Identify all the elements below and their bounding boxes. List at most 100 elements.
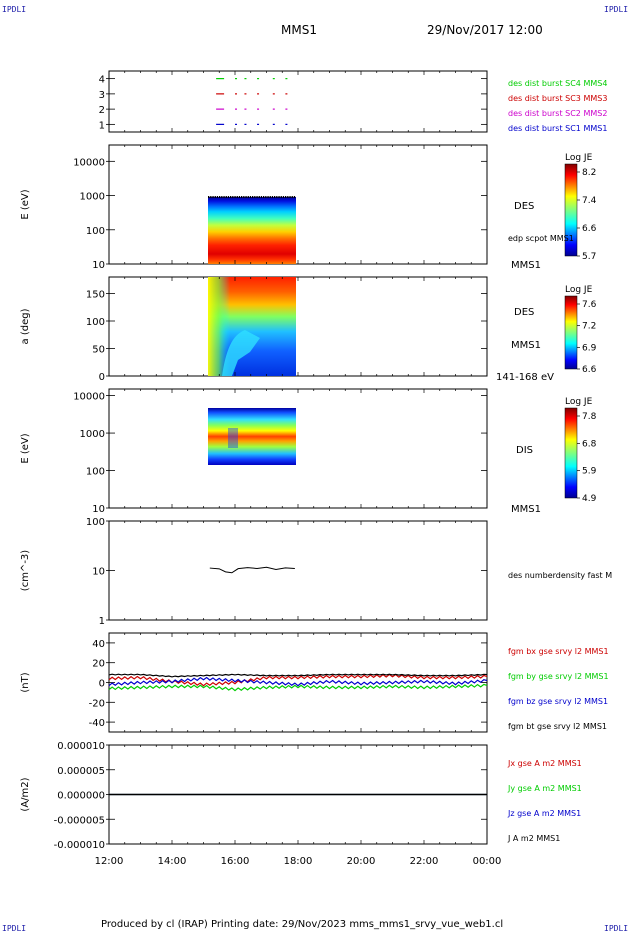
y-tick-label: 20 xyxy=(92,659,105,670)
scpot-mark xyxy=(269,196,271,198)
colorbar-title: Log JE xyxy=(565,397,593,407)
scpot-mark xyxy=(267,196,269,198)
colorbar-tick-label: 6.6 xyxy=(582,365,597,375)
scpot-mark xyxy=(265,196,267,198)
scpot-mark xyxy=(221,196,223,198)
scpot-mark xyxy=(280,196,282,198)
scpot-mark xyxy=(238,196,241,198)
scpot-mark xyxy=(223,196,225,198)
colorbar-tick-label: 5.9 xyxy=(582,467,597,477)
x-tick-label: 00:00 xyxy=(473,856,502,867)
y-tick-label: -40 xyxy=(89,718,105,729)
scpot-mark xyxy=(232,196,234,198)
scpot-mark xyxy=(234,196,236,198)
colorbar-tick-label: 8.2 xyxy=(582,168,596,178)
panel-label-dis: DIS xyxy=(516,445,533,456)
scpot-mark xyxy=(214,196,216,198)
colorbar-tick-label: 6.6 xyxy=(582,224,597,234)
scpot-mark xyxy=(212,196,214,198)
scpot-mark xyxy=(274,196,276,198)
panel-frame-des-pitch xyxy=(108,276,488,377)
x-tick-label: 12:00 xyxy=(95,856,124,867)
colorbar-tick-label: 5.7 xyxy=(582,252,596,262)
x-tick-label: 20:00 xyxy=(347,856,376,867)
scpot-mark xyxy=(285,196,287,198)
x-tick-label: 18:00 xyxy=(284,856,313,867)
scpot-mark xyxy=(276,196,278,198)
spacecraft-label: MMS1 xyxy=(511,340,541,351)
y-axis-label: (nT) xyxy=(20,672,31,692)
corner-mark-bottom-left: IPDLI xyxy=(2,924,27,933)
scpot-mark xyxy=(208,196,210,198)
corner-mark-top-right: IPDLI xyxy=(604,5,629,14)
y-tick-label: 10 xyxy=(92,504,105,515)
scpot-mark xyxy=(230,196,232,198)
magnetic-field-series-line xyxy=(108,683,488,692)
scpot-mark xyxy=(254,196,256,198)
colorbar-tick-label: 4.9 xyxy=(582,494,597,504)
scpot-mark xyxy=(256,196,258,198)
panel-frame-dis-energy xyxy=(108,388,488,509)
y-tick-label: -0.000010 xyxy=(54,840,105,851)
legend-entry: Jy gse A m2 MMS1 xyxy=(507,784,582,793)
scpot-mark xyxy=(216,196,219,198)
panel-frame-density xyxy=(108,520,488,621)
y-axis-label: E (eV) xyxy=(20,433,31,463)
x-tick-label: 22:00 xyxy=(410,856,439,867)
y-tick-label: 0.000005 xyxy=(57,766,105,777)
footer-credits: Produced by cl (IRAP) Printing date: 29/… xyxy=(101,919,504,930)
colorbar-tick-label: 7.8 xyxy=(582,412,597,422)
spacecraft-label: MMS1 xyxy=(511,260,541,271)
x-tick-label: 14:00 xyxy=(158,856,187,867)
scpot-mark xyxy=(241,196,243,198)
y-tick-label: -0.000005 xyxy=(54,815,105,826)
legend-entry: fgm bx gse srvy l2 MMS1 xyxy=(508,647,609,656)
y-tick-label: 2 xyxy=(99,105,105,116)
legend-entry: des numberdensity fast M xyxy=(508,571,612,580)
scpot-mark xyxy=(227,196,230,198)
scpot-mark xyxy=(247,196,249,198)
legend-entry: Jx gse A m2 MMS1 xyxy=(507,759,582,768)
colorbar-des-pitch xyxy=(564,295,578,370)
y-tick-label: 40 xyxy=(92,639,105,650)
y-tick-label: -20 xyxy=(89,698,105,709)
scpot-mark xyxy=(258,196,260,198)
des-pitch-angle-image xyxy=(208,277,296,376)
x-tick-label: 16:00 xyxy=(221,856,250,867)
y-tick-label: 1 xyxy=(99,616,105,627)
legend-entry: des dist burst SC3 MMS3 xyxy=(508,94,607,103)
y-tick-label: 0 xyxy=(99,372,105,383)
scpot-mark xyxy=(243,196,245,198)
corner-mark-bottom-right: IPDLI xyxy=(604,924,629,933)
colorbar-tick-label: 6.8 xyxy=(582,439,597,449)
colorbar-tick-label: 6.9 xyxy=(582,343,597,353)
y-tick-label: 1000 xyxy=(80,429,105,440)
dis-energy-spectrogram-image xyxy=(208,408,296,465)
scpot-mark xyxy=(249,196,252,198)
y-axis-label: (A/m2) xyxy=(20,777,31,811)
y-tick-label: 10000 xyxy=(73,392,105,403)
scpot-mark xyxy=(252,196,254,198)
legend-entry: des dist burst SC4 MMS4 xyxy=(508,79,607,88)
y-tick-label: 100 xyxy=(86,317,105,328)
scpot-label: edp scpot MMS1 xyxy=(508,234,574,243)
y-tick-label: 1 xyxy=(99,120,105,131)
scpot-mark xyxy=(278,196,280,198)
scpot-mark xyxy=(287,196,289,198)
scpot-mark xyxy=(289,196,291,198)
colorbar-tick-label: 7.4 xyxy=(582,196,597,206)
y-tick-label: 3 xyxy=(99,90,105,101)
y-tick-label: 10 xyxy=(92,567,105,578)
legend-entry: J A m2 MMS1 xyxy=(507,834,560,843)
panel-label-des: DES xyxy=(514,307,534,318)
legend-entry: fgm bt gse srvy l2 MMS1 xyxy=(508,722,607,731)
colorbar-des-energy xyxy=(564,163,578,257)
y-tick-label: 10000 xyxy=(73,157,105,168)
y-tick-label: 100 xyxy=(86,517,105,528)
spacecraft-title: MMS1 xyxy=(281,23,317,37)
y-tick-label: 0.000000 xyxy=(57,791,105,802)
colorbar-title: Log JE xyxy=(565,153,593,163)
y-tick-label: 4 xyxy=(99,75,105,86)
y-tick-label: 0.000010 xyxy=(57,741,105,752)
